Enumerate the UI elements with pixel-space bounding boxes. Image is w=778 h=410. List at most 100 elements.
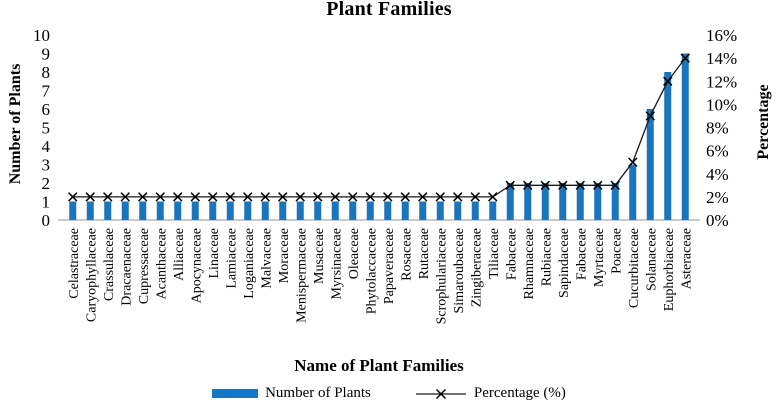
legend-x-marker bbox=[435, 388, 446, 399]
x-marker bbox=[470, 192, 480, 202]
bar bbox=[541, 183, 549, 220]
x-marker bbox=[680, 53, 690, 63]
category-label: Caryophyllaceae bbox=[84, 228, 99, 322]
x-marker bbox=[225, 192, 235, 202]
x-marker bbox=[540, 180, 550, 191]
y-right-tick-label: 10% bbox=[706, 95, 737, 114]
x-marker bbox=[208, 192, 218, 202]
x-marker bbox=[610, 180, 620, 191]
bar bbox=[506, 183, 514, 220]
x-marker bbox=[505, 180, 515, 191]
x-marker bbox=[663, 76, 673, 86]
bar bbox=[139, 201, 147, 220]
x-marker bbox=[260, 192, 270, 202]
x-marker bbox=[418, 192, 428, 202]
y-right-tick-label: 14% bbox=[706, 49, 737, 68]
category-label: Fabaceae bbox=[504, 228, 519, 280]
y-left-tick-label: 8 bbox=[42, 63, 51, 82]
bar bbox=[261, 201, 269, 220]
category-label: Myrsinaceae bbox=[329, 228, 344, 300]
legend: Number of Plants Percentage (%) bbox=[0, 385, 778, 402]
x-marker bbox=[313, 192, 323, 202]
category-label: Cupressaceae bbox=[137, 228, 152, 304]
category-label: Sapindaceae bbox=[557, 228, 572, 298]
x-marker bbox=[330, 192, 340, 202]
percentage-line-series bbox=[68, 53, 690, 202]
category-label: Myrtaceae bbox=[592, 228, 607, 287]
bar bbox=[559, 183, 567, 220]
y-right-tick-label: 16% bbox=[706, 26, 737, 45]
category-label: Papaveraceae bbox=[382, 228, 397, 304]
y-left-tick-label: 0 bbox=[42, 211, 51, 230]
x-marker bbox=[558, 180, 568, 191]
legend-line-label: Percentage (%) bbox=[473, 385, 566, 401]
bar bbox=[436, 201, 444, 220]
category-label: Acanthaceae bbox=[154, 228, 169, 300]
bar bbox=[279, 201, 287, 220]
bar bbox=[174, 201, 182, 220]
bar bbox=[121, 201, 129, 220]
x-marker bbox=[103, 192, 113, 202]
bar bbox=[419, 201, 427, 220]
category-label: Rhamnaceae bbox=[522, 228, 537, 300]
bar bbox=[366, 201, 374, 220]
legend-item-percentage: Percentage (%) bbox=[415, 385, 566, 402]
category-label: Phytolaccaceae bbox=[364, 228, 379, 314]
line-x-marker-icon bbox=[415, 388, 466, 399]
x-marker bbox=[365, 192, 375, 202]
y-left-tick-label: 6 bbox=[42, 100, 51, 119]
bar bbox=[209, 201, 217, 220]
x-marker bbox=[85, 192, 95, 202]
x-marker bbox=[400, 192, 410, 202]
bar bbox=[296, 201, 304, 220]
x-marker bbox=[645, 111, 655, 121]
category-label: Loganiaceae bbox=[242, 228, 257, 299]
y-left-tick-label: 10 bbox=[33, 26, 50, 45]
x-marker bbox=[523, 180, 533, 191]
x-marker bbox=[435, 192, 445, 202]
x-marker bbox=[190, 192, 200, 202]
category-label: Cucurbitaceae bbox=[627, 228, 642, 308]
x-marker bbox=[593, 180, 603, 191]
category-label: Rutaceae bbox=[417, 228, 432, 279]
y-right-tick-label: 4% bbox=[706, 165, 729, 184]
y-left-tick-label: 9 bbox=[42, 45, 51, 64]
category-label: Asteraceae bbox=[679, 228, 694, 289]
bar bbox=[401, 201, 409, 220]
x-marker bbox=[453, 192, 463, 202]
x-marker bbox=[383, 192, 393, 202]
category-label: Crassulaceae bbox=[102, 228, 117, 301]
x-marker bbox=[278, 192, 288, 202]
bar bbox=[86, 201, 94, 220]
y-right-tick-label: 2% bbox=[706, 188, 729, 207]
bar bbox=[226, 201, 234, 220]
percentage-line bbox=[72, 57, 686, 198]
bar bbox=[104, 201, 112, 220]
bar bbox=[524, 183, 532, 220]
category-label: Scrophulariaceae bbox=[434, 228, 449, 324]
bar bbox=[611, 183, 619, 220]
bar bbox=[384, 201, 392, 220]
y-left-tick-label: 3 bbox=[42, 156, 51, 175]
bar bbox=[629, 164, 637, 220]
category-label: Celastraceae bbox=[67, 228, 82, 299]
x-axis-title: Name of Plant Families bbox=[294, 356, 464, 375]
bar bbox=[664, 72, 672, 220]
category-label: Rubiaceae bbox=[539, 228, 554, 286]
bar bbox=[454, 201, 462, 220]
legend-item-number-of-plants: Number of Plants bbox=[212, 385, 371, 402]
x-marker bbox=[120, 192, 130, 202]
x-marker bbox=[173, 192, 183, 202]
bar bbox=[349, 201, 357, 220]
bar bbox=[191, 201, 199, 220]
bars-series bbox=[69, 53, 689, 220]
bar bbox=[471, 201, 479, 220]
bar bbox=[244, 201, 252, 220]
category-label: Lamiaceae bbox=[224, 228, 239, 289]
y-right-tick-label: 8% bbox=[706, 119, 729, 138]
category-label: Linaceae bbox=[207, 228, 222, 279]
category-label: Apocynaceae bbox=[189, 228, 204, 303]
